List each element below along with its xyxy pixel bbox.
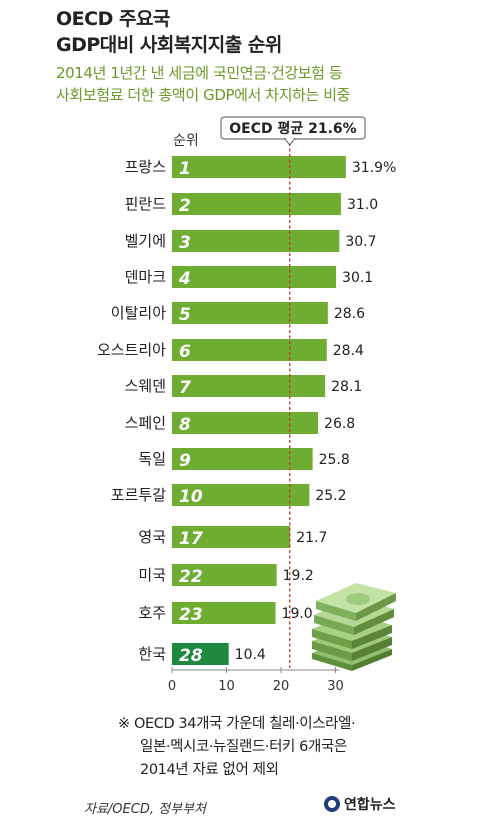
x-tick-label: 0 [168,679,176,694]
category-label: 미국 [138,566,166,584]
category-label: 핀란드 [125,195,167,213]
bar [172,230,340,252]
rank-label: 8 [179,415,191,435]
footnote-line1: ※ OECD 34개국 가운데 칠레·이스라엘· [118,716,356,732]
category-label: 호주 [138,604,166,622]
money-stack-icon [312,583,396,671]
bar [172,375,326,397]
rank-label: 22 [179,567,203,587]
rank-label: 6 [179,342,191,362]
page-title-line2: GDP대비 사회복지지출 순위 [56,34,282,56]
value-label: 31.9% [352,160,396,176]
category-label: 독일 [138,450,166,468]
value-label: 21.7 [296,530,327,546]
rank-label: 17 [179,529,203,549]
bar [172,302,328,324]
rank-label: 23 [179,605,203,625]
category-label: 덴마크 [125,268,166,286]
category-label: 한국 [138,645,166,663]
value-label: 26.8 [324,416,355,432]
publisher-name: 연합뉴스 [344,797,396,813]
value-label: 28.6 [334,306,365,322]
rank-label: 9 [179,451,191,471]
source-text: 자료/OECD, 정부부처 [84,802,206,817]
value-label: 30.1 [342,270,373,286]
rank-label: 5 [179,305,191,325]
bar [172,484,310,506]
subtitle-line2: 사회보험료 더한 총액이 GDP에서 차지하는 비중 [56,86,351,104]
value-label: 30.7 [345,234,376,250]
category-label: 벨기에 [125,232,166,250]
category-label: 스웨덴 [125,377,166,395]
bar [172,193,341,215]
publisher-logo: 연합뉴스 [324,794,396,814]
bar [172,156,346,178]
category-label: 스페인 [125,414,166,432]
rank-label: 3 [179,233,191,253]
bar [172,339,327,361]
value-label: 31.0 [347,197,378,213]
bar [172,643,229,665]
value-label: 25.8 [319,452,350,468]
rank-label: 2 [179,196,191,216]
category-label: 영국 [138,528,166,546]
subtitle-line1: 2014년 1년간 낸 세금에 국민연금·건강보험 등 [56,64,343,82]
average-callout-pointer [283,138,296,146]
category-label: 포르투갈 [111,486,166,504]
x-tick-label: 10 [218,679,235,694]
value-label: 25.2 [315,488,346,504]
bar [172,602,276,624]
page-title: OECD 주요국 [56,8,170,30]
average-callout-label: OECD 평균 21.6% [229,120,356,137]
bar [172,266,337,288]
category-label: 오스트리아 [97,341,166,359]
x-tick-label: 20 [273,679,290,694]
bar [172,526,291,548]
x-tick-label: 30 [327,679,344,694]
bar [172,564,277,586]
bar [172,412,319,434]
value-label: 28.4 [333,343,364,359]
category-label: 프랑스 [125,158,167,176]
rank-label: 10 [179,487,203,507]
value-label: 28.1 [331,379,362,395]
yonhap-logo-icon [324,796,340,812]
value-label: 19.2 [283,568,314,584]
bar [172,448,313,470]
category-label: 이탈리아 [111,304,166,322]
rank-column-header: 순위 [173,133,199,149]
value-label: 10.4 [235,647,266,663]
footnote-line3: 2014년 자료 없어 제외 [140,762,279,778]
footnote-line2: 일본·멕시코·뉴질랜드·터키 6개국은 [140,739,347,755]
rank-label: 28 [179,646,203,666]
bar-chart: 프랑스 1 31.9% 핀란드 2 31.0 벨기에 3 30.7 덴마크 4 30.1 이탈리아 5 28… [97,116,396,694]
rank-label: 1 [179,159,191,179]
rank-label: 4 [178,269,191,289]
rank-label: 7 [179,378,191,398]
